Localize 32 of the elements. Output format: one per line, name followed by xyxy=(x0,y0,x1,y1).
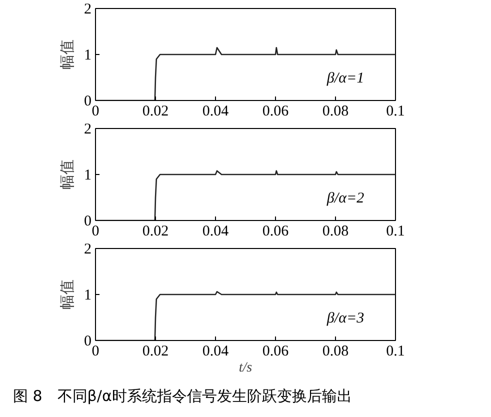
y-tick-label: 0 xyxy=(84,214,92,230)
x-tick-label: 0.02 xyxy=(142,224,169,240)
y-tick-label: 2 xyxy=(84,242,92,258)
x-tick-label: 0.02 xyxy=(142,104,169,120)
y-tick-label: 0 xyxy=(84,94,92,110)
x-tick-label: 0.06 xyxy=(262,104,290,120)
y-tick-label: 2 xyxy=(84,122,92,138)
x-tick-label: 0.08 xyxy=(322,104,349,120)
annotation: β/α=3 xyxy=(326,310,364,326)
x-tick-label: 0.02 xyxy=(142,344,169,360)
annotation: β/α=2 xyxy=(326,190,365,206)
y-tick-label: 1 xyxy=(84,48,92,64)
x-tick-label: 0.1 xyxy=(386,224,405,240)
x-tick-label: 0.04 xyxy=(202,224,230,240)
x-tick-label: 0.04 xyxy=(202,104,230,120)
y-tick-label: 0 xyxy=(84,334,92,350)
x-tick-label: 0.08 xyxy=(322,344,349,360)
x-tick-label: 0.06 xyxy=(262,344,290,360)
y-axis-title: 幅值 xyxy=(58,40,76,70)
x-tick-label: 0.06 xyxy=(262,224,290,240)
x-tick-label: 0.08 xyxy=(322,224,349,240)
x-axis-title: t/s xyxy=(238,360,253,376)
x-tick-label: 0.1 xyxy=(386,104,405,120)
annotation: β/α=1 xyxy=(326,70,364,86)
x-tick-label: 0.04 xyxy=(202,344,230,360)
caption: 图 8 不同β/α时系统指令信号发生阶跃变换后输出 xyxy=(13,386,352,407)
y-tick-label: 1 xyxy=(84,168,92,184)
y-axis-title: 幅值 xyxy=(58,280,76,310)
x-tick-label: 0.1 xyxy=(386,344,405,360)
y-axis-title: 幅值 xyxy=(58,160,76,190)
y-tick-label: 2 xyxy=(84,2,92,18)
y-tick-label: 1 xyxy=(84,288,92,304)
